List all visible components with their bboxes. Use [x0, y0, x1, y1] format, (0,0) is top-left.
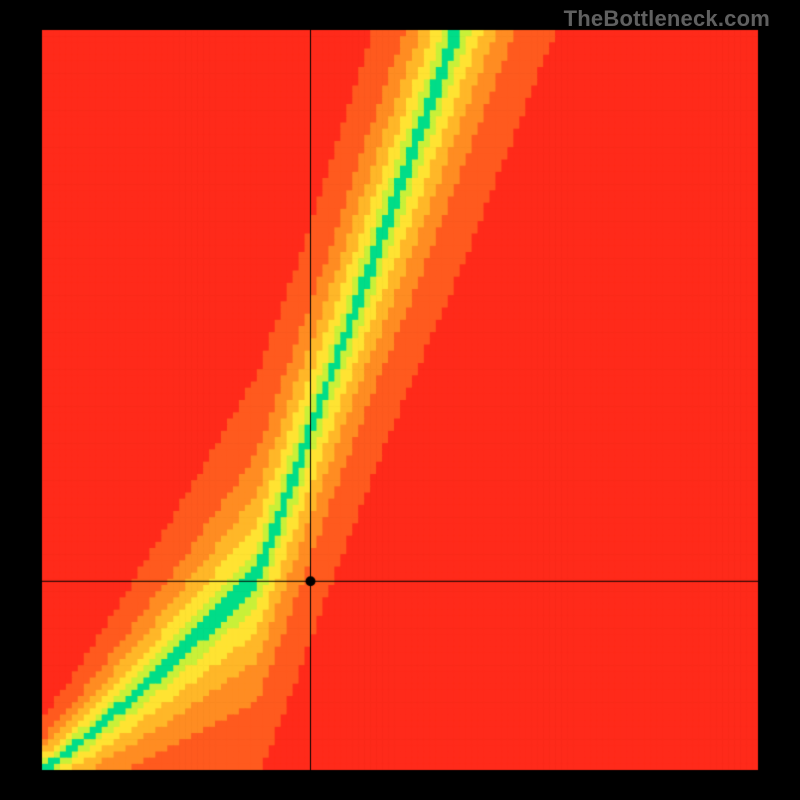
chart-root: TheBottleneck.com — [0, 0, 800, 800]
bottleneck-heatmap-canvas — [0, 0, 800, 800]
watermark-text: TheBottleneck.com — [564, 6, 770, 32]
